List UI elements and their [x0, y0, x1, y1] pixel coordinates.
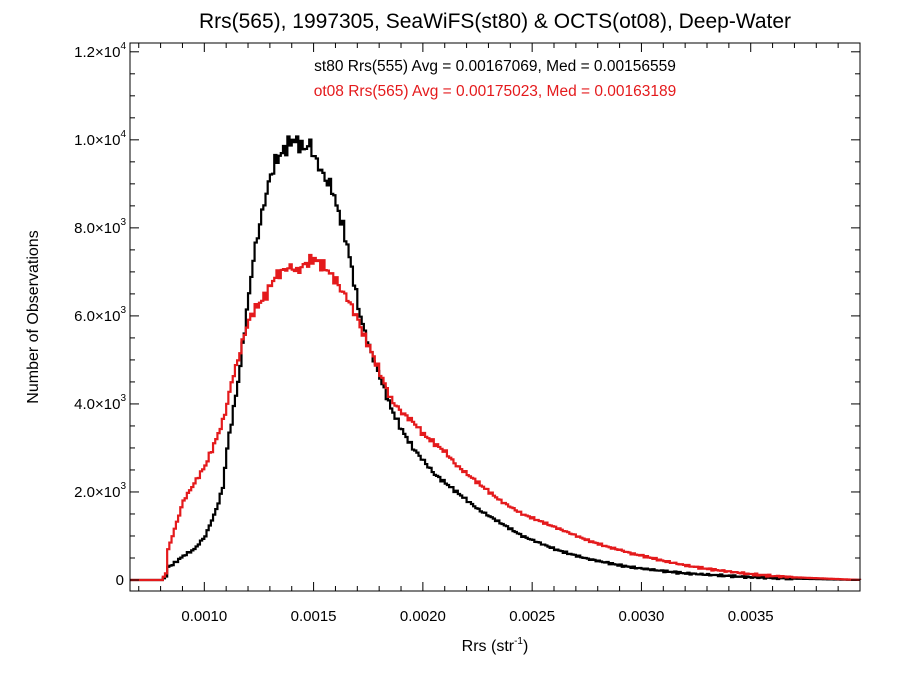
- y-tick-label-2: 4.0×103: [74, 393, 126, 413]
- y-tick-exponent: 3: [120, 481, 126, 492]
- x-tick-label-3: 0.0025: [509, 608, 555, 625]
- y-tick-mantissa: 0: [116, 572, 124, 589]
- x-tick-label-2: 0.0020: [400, 608, 446, 625]
- ticks-layer: 0.0010 0.0015 0.0020 0.0025 0.0030 0.0035 0 2.0…: [74, 41, 860, 625]
- series-line-0: [130, 135, 862, 582]
- y-tick-label-1: 2.0×103: [74, 481, 126, 501]
- y-tick-mantissa: 4.0×10: [74, 396, 120, 413]
- annotation-ot08: ot08 Rrs(565) Avg = 0.00175023, Med = 0.…: [314, 83, 677, 100]
- y-tick-exponent: 3: [120, 305, 126, 316]
- annotation-st80: st80 Rrs(555) Avg = 0.00167069, Med = 0.…: [314, 58, 676, 75]
- y-tick-exponent: 3: [120, 217, 126, 228]
- chart-title: Rrs(565), 1997305, SeaWiFS(st80) & OCTS(…: [199, 10, 791, 33]
- series-line-1: [130, 253, 862, 582]
- y-tick-label-3: 6.0×103: [74, 305, 126, 325]
- x-tick-label-4: 0.0030: [618, 608, 664, 625]
- y-tick-mantissa: 8.0×10: [74, 220, 120, 237]
- y-tick-mantissa: 1.0×10: [74, 132, 120, 149]
- x-tick-label-1: 0.0015: [291, 608, 337, 625]
- x-axis-label-main: Rrs (str: [462, 638, 515, 655]
- x-axis-label-superscript: -1: [514, 636, 523, 647]
- x-axis-label-close: ): [523, 638, 528, 655]
- y-tick-label-4: 8.0×103: [74, 217, 126, 237]
- y-tick-label-5: 1.0×104: [74, 129, 126, 149]
- y-tick-exponent: 4: [120, 129, 126, 140]
- y-tick-mantissa: 6.0×10: [74, 308, 120, 325]
- x-axis-label: Rrs (str-1): [462, 636, 529, 655]
- y-tick-label-6: 1.2×104: [74, 41, 126, 61]
- y-axis-label: Number of Observations: [25, 230, 42, 403]
- y-tick-label-0: 0: [116, 572, 124, 589]
- plot-frame: [129, 42, 861, 592]
- x-tick-label-0: 0.0010: [181, 608, 227, 625]
- x-tick-label-5: 0.0035: [728, 608, 774, 625]
- y-tick-mantissa: 2.0×10: [74, 484, 120, 501]
- y-tick-exponent: 4: [120, 41, 126, 52]
- y-tick-mantissa: 1.2×10: [74, 44, 120, 61]
- y-tick-exponent: 3: [120, 393, 126, 404]
- series-layer: [130, 135, 862, 582]
